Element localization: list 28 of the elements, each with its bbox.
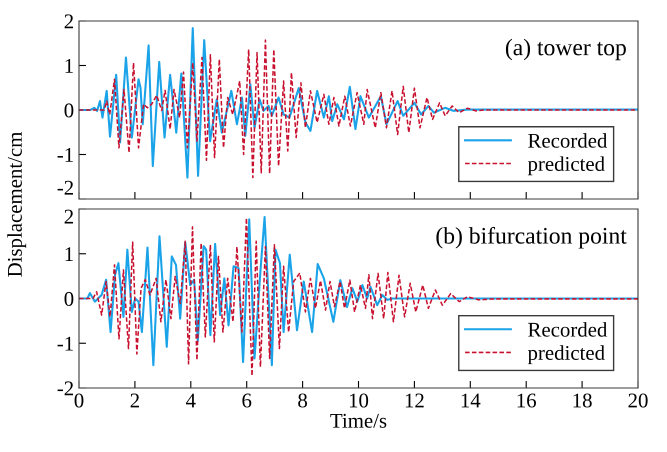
y-axis-title: Displacement/cm [7, 132, 26, 277]
y-tick-label: 0 [64, 103, 74, 118]
x-tick-label: 16 [518, 394, 536, 408]
x-tick-label: 6 [242, 394, 252, 408]
x-tick-label: 18 [574, 393, 592, 408]
annotation: (b) bifurcation point [436, 226, 627, 249]
x-tick-label: 12 [406, 394, 424, 408]
annotation: (a) tower top [506, 38, 626, 60]
y-tick-label: -1 [58, 336, 73, 350]
y-tick-label: -2 [58, 381, 73, 396]
x-tick-label: 14 [462, 394, 480, 408]
legend-label: Recorded [528, 322, 608, 337]
x-tick-label: 10 [350, 393, 368, 408]
y-tick-label: 2 [64, 14, 73, 28]
y-tick-label: 2 [64, 210, 73, 224]
legend-label: predicted [528, 156, 605, 176]
x-tick-label: 2 [130, 394, 139, 408]
y-tick-label: 0 [64, 292, 74, 306]
legend-label: Recorded [528, 133, 608, 148]
x-tick-label: 20 [628, 393, 648, 408]
legend-label: predicted [528, 345, 605, 364]
y-tick-label: -2 [58, 180, 73, 195]
x-tick-label: 4 [186, 394, 196, 408]
y-tick-label: -1 [58, 148, 73, 162]
y-tick-label: 1 [66, 247, 73, 261]
x-axis-title: Time/s [330, 414, 386, 428]
x-tick-label: 8 [298, 393, 308, 408]
y-tick-label: 1 [66, 58, 73, 73]
